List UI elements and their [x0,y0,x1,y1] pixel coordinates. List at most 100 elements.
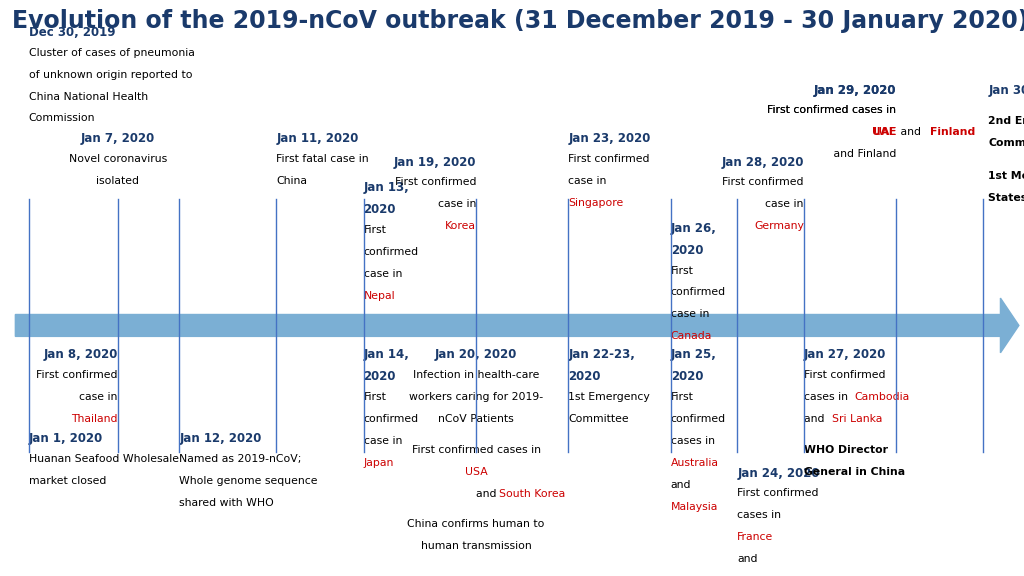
Text: First confirmed: First confirmed [394,177,476,187]
Text: Jan 27, 2020: Jan 27, 2020 [804,348,886,362]
Text: UAE: UAE [873,127,896,137]
Text: Jan 24, 2020: Jan 24, 2020 [737,467,820,480]
Text: Malaysia: Malaysia [671,502,718,511]
Text: 1st Emergency: 1st Emergency [568,392,650,402]
Text: case in: case in [766,199,804,209]
Text: of unknown origin reported to: of unknown origin reported to [29,70,193,79]
Text: 2020: 2020 [568,370,601,384]
Text: Finland: Finland [930,127,975,137]
Text: cases in: cases in [671,436,715,446]
Text: Evolution of the 2019-nCoV outbreak (31 December 2019 - 30 January 2020): Evolution of the 2019-nCoV outbreak (31 … [12,9,1024,33]
Text: and: and [671,480,691,490]
Text: Jan 14,: Jan 14, [364,348,410,362]
Text: confirmed: confirmed [364,414,419,424]
Text: and: and [737,554,758,564]
Text: China: China [276,176,307,186]
Text: confirmed: confirmed [364,247,419,257]
Text: Jan 20, 2020: Jan 20, 2020 [435,348,517,362]
Text: Jan 23, 2020: Jan 23, 2020 [568,132,650,146]
Text: case in: case in [568,176,606,186]
Text: and Finland: and Finland [829,149,896,159]
Text: Cluster of cases of pneumonia: Cluster of cases of pneumonia [29,48,195,58]
Text: case in: case in [364,269,401,279]
Text: First: First [671,392,693,402]
Text: Nepal: Nepal [364,291,395,301]
Text: First confirmed cases in: First confirmed cases in [767,105,896,115]
Text: Singapore: Singapore [568,198,624,208]
Text: Huanan Seafood Wholesale: Huanan Seafood Wholesale [29,454,178,464]
Text: General in China: General in China [804,467,905,477]
Text: Novel coronavirus: Novel coronavirus [69,154,167,164]
Text: Jan 19, 2020: Jan 19, 2020 [393,156,476,169]
Text: Named as 2019-nCoV;: Named as 2019-nCoV; [179,454,302,464]
Text: market closed: market closed [29,476,106,486]
Text: First confirmed: First confirmed [737,488,819,498]
Text: 1st Member: 1st Member [988,171,1024,181]
Text: USA: USA [465,467,487,477]
Text: Jan 13,: Jan 13, [364,181,410,195]
Text: Jan 28, 2020: Jan 28, 2020 [721,156,804,169]
Text: Dec 30, 2019: Dec 30, 2019 [29,26,115,39]
Text: cases in: cases in [804,392,851,402]
Text: First fatal case in: First fatal case in [276,154,369,164]
Text: workers caring for 2019-: workers caring for 2019- [410,392,543,402]
Text: Cambodia: Cambodia [854,392,909,402]
Text: 2020: 2020 [671,244,703,257]
Text: Korea: Korea [445,221,476,231]
Text: 2020: 2020 [364,203,396,217]
Text: Committee: Committee [568,414,629,424]
Text: Whole genome sequence: Whole genome sequence [179,476,317,486]
Text: China confirms human to: China confirms human to [408,519,545,529]
Text: confirmed: confirmed [671,287,726,297]
Text: First confirmed cases in: First confirmed cases in [767,105,896,115]
Text: First: First [364,225,386,235]
Text: and: and [476,488,500,499]
Text: Japan: Japan [364,458,394,468]
Text: shared with WHO: shared with WHO [179,498,274,507]
FancyArrow shape [15,298,1019,353]
Text: 2020: 2020 [364,370,396,384]
Text: case in: case in [80,392,118,402]
Text: States briefing: States briefing [988,193,1024,203]
Text: Jan 29, 2020: Jan 29, 2020 [813,84,896,97]
Text: Jan 12, 2020: Jan 12, 2020 [179,432,261,445]
Text: and: and [897,127,925,137]
Text: UAE: UAE [871,127,896,137]
Text: Australia: Australia [671,458,719,468]
Text: France: France [737,532,773,542]
Text: nCoV Patients: nCoV Patients [438,414,514,424]
Text: Sri Lanka: Sri Lanka [831,414,883,424]
Text: cases in: cases in [737,510,781,520]
Text: First confirmed: First confirmed [36,370,118,380]
Text: Jan 30, 2020: Jan 30, 2020 [988,84,1024,97]
Text: Infection in health-care: Infection in health-care [413,370,540,380]
Text: Thailand: Thailand [72,414,118,424]
Text: First confirmed: First confirmed [722,177,804,187]
Text: Canada: Canada [671,331,712,341]
Text: and: and [804,414,831,424]
Text: case in: case in [364,436,401,446]
Text: 2nd Emergency: 2nd Emergency [988,116,1024,126]
Text: Committee: Committee [988,138,1024,148]
Text: Jan 29, 2020: Jan 29, 2020 [813,84,896,97]
Text: First: First [671,266,693,275]
Text: Commission: Commission [29,113,95,123]
Text: Jan 8, 2020: Jan 8, 2020 [43,348,118,362]
Text: WHO Director: WHO Director [804,445,888,455]
Text: First confirmed cases in: First confirmed cases in [412,445,541,455]
Text: Jan 11, 2020: Jan 11, 2020 [276,132,358,146]
Text: Jan 22-23,: Jan 22-23, [568,348,635,362]
Text: case in: case in [438,199,476,209]
Text: First confirmed: First confirmed [568,154,650,164]
Text: Jan 26,: Jan 26, [671,222,717,235]
Text: Jan 25,: Jan 25, [671,348,717,362]
Text: First: First [364,392,386,402]
Text: case in: case in [671,309,709,319]
Text: Jan 1, 2020: Jan 1, 2020 [29,432,103,445]
Text: Jan 7, 2020: Jan 7, 2020 [81,132,155,146]
Text: isolated: isolated [96,176,139,186]
Text: First confirmed: First confirmed [804,370,886,380]
Text: 2020: 2020 [671,370,703,384]
Text: human transmission: human transmission [421,541,531,551]
Text: Germany: Germany [754,221,804,231]
